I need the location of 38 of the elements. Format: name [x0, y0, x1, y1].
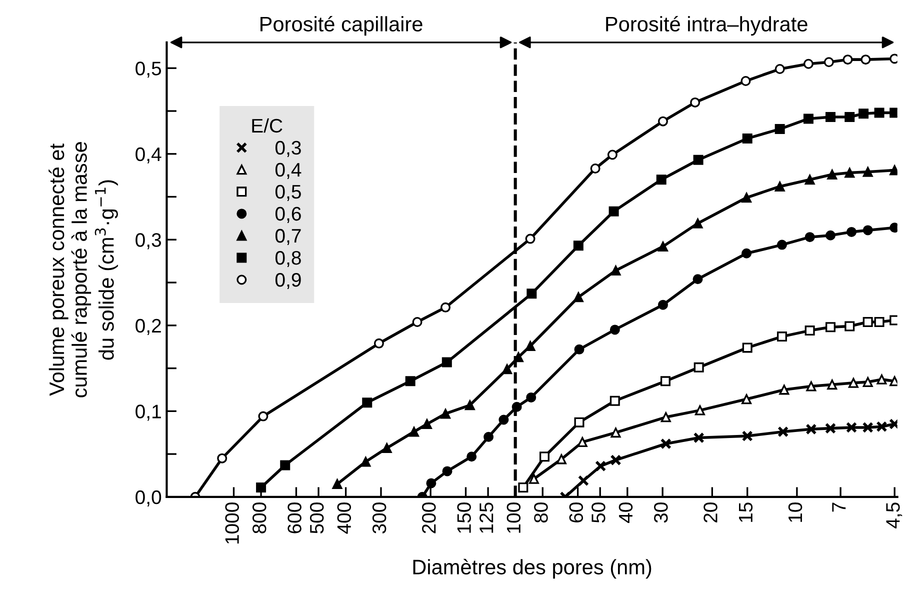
legend-label: 0,3 — [275, 140, 301, 157]
x-tick-label: 60 — [569, 502, 584, 522]
y-tick-label: 0,2 — [136, 318, 161, 335]
y-tick-label: 0,1 — [136, 404, 161, 421]
x-tick-label: 80 — [534, 502, 548, 523]
legend-label: 0,5 — [275, 184, 301, 201]
x-tick-label: 10 — [788, 502, 802, 522]
x-tick-label: 300 — [372, 502, 386, 534]
x-tick-label: 15 — [739, 502, 753, 522]
y-tick-label: 0,0 — [136, 490, 162, 506]
x-tick-label: 200 — [422, 502, 436, 534]
x-tick-label: 100 — [506, 502, 521, 533]
legend-label: 0,4 — [275, 162, 302, 179]
x-tick-label: 600 — [288, 502, 302, 534]
x-tick-label: 4,5 — [886, 502, 902, 528]
y-axis-title: Volume poreux connecté et cumulé rapporté à la masse du solide (cm$^{3}$·g$^{−1}$) — [48, 142, 118, 398]
x-tick-label: 400 — [337, 502, 352, 534]
x-tick-label: 40 — [618, 502, 633, 523]
y-tick-label: 0,4 — [136, 147, 162, 164]
x-tick-label: 1000 — [225, 502, 239, 544]
legend-title: E/C — [252, 118, 282, 133]
x-tick-label: 30 — [654, 502, 668, 523]
legend-label: 0,6 — [275, 206, 301, 223]
x-axis-title: Diamètres des pores (nm) — [413, 558, 652, 579]
text: Porosité capillaire — [260, 16, 422, 36]
x-tick-label: 150 — [457, 502, 471, 533]
x-tick-label: 800 — [252, 502, 266, 534]
x-tick-label: 20 — [704, 502, 718, 522]
x-tick-label: 500 — [310, 502, 324, 534]
x-tick-label: 7 — [832, 502, 846, 512]
y-tick-label: 0,3 — [136, 233, 161, 250]
legend-label: 0,9 — [275, 272, 301, 290]
x-tick-label: 50 — [592, 502, 606, 523]
y-tick-label: 0,5 — [136, 62, 162, 78]
legend-label: 0,8 — [275, 250, 301, 268]
legend-label: 0,7 — [275, 228, 301, 245]
x-tick-label: 125 — [480, 502, 494, 533]
text: Porosité intra–hydrate — [606, 16, 808, 36]
